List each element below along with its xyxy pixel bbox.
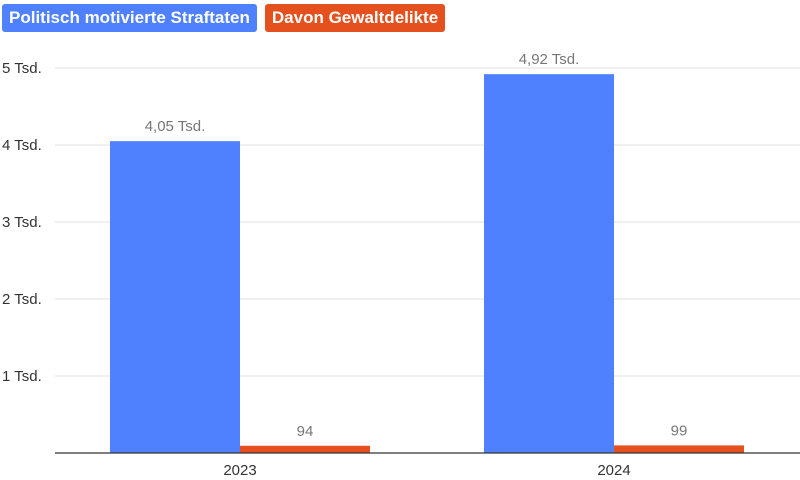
x-tick-label: 2023	[223, 462, 256, 479]
y-tick-label: 4 Tsd.	[2, 137, 42, 154]
y-tick-label: 1 Tsd.	[2, 368, 42, 385]
x-tick-label: 2024	[597, 462, 630, 479]
data-label: 4,05 Tsd.	[145, 118, 206, 135]
legend-item-straftaten[interactable]: Politisch motivierte Straftaten	[2, 4, 257, 32]
bar-2024-series-0[interactable]	[484, 74, 614, 453]
y-tick-label: 5 Tsd.	[2, 60, 42, 77]
y-tick-label: 2 Tsd.	[2, 291, 42, 308]
bar-2023-series-0[interactable]	[110, 141, 240, 453]
data-label: 99	[671, 422, 688, 439]
data-label: 94	[297, 423, 314, 440]
bar-2023-series-1[interactable]	[240, 445, 370, 453]
bar-2024-series-1[interactable]	[614, 445, 744, 453]
chart-legend: Politisch motivierte Straftaten Davon Ge…	[2, 4, 446, 32]
data-label: 4,92 Tsd.	[519, 51, 580, 68]
legend-item-gewaltdelikte[interactable]: Davon Gewaltdelikte	[264, 4, 446, 32]
y-tick-label: 3 Tsd.	[2, 214, 42, 231]
